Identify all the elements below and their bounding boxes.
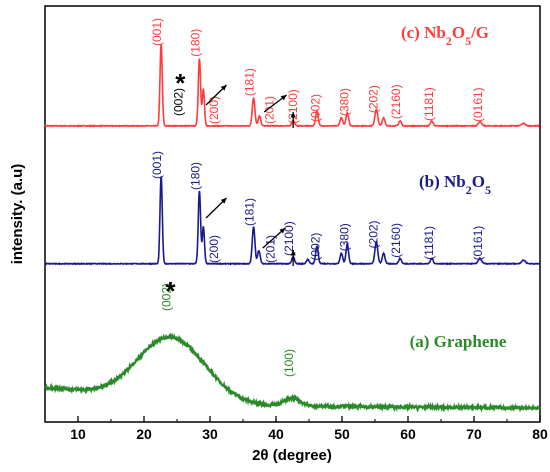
series-label-part: (b) Nb xyxy=(419,172,466,191)
peak-label: (001) xyxy=(150,151,164,179)
x-axis-label: 2θ (degree) xyxy=(252,447,332,464)
x-tick-layer: 10 20 30 40 50 60 70 80 xyxy=(44,416,548,442)
series-line-1 xyxy=(45,176,541,266)
peak-label: (002) xyxy=(159,283,173,311)
peak-label: (202) xyxy=(367,220,381,248)
peak-label: (001) xyxy=(150,18,164,46)
x-tick-label: 60 xyxy=(400,426,416,442)
peak-label: (2160) xyxy=(389,223,403,258)
series-label-part: 5 xyxy=(465,34,471,48)
peak-label: (0161) xyxy=(471,87,485,122)
series-label-part: 5 xyxy=(485,183,491,197)
series-label-part: 2 xyxy=(446,34,452,48)
series-label-part: 2 xyxy=(466,183,472,197)
peak-label: (200) xyxy=(207,96,221,124)
peak-label: (181) xyxy=(243,68,257,96)
x-tick-label: 50 xyxy=(334,426,350,442)
peak-label: (181) xyxy=(243,198,257,226)
series-label-part: (a) Graphene xyxy=(410,332,507,351)
y-axis-label: intensity. (a.u) xyxy=(9,164,26,265)
series-layer xyxy=(44,44,541,413)
series-line-0 xyxy=(44,44,540,128)
x-tick-label: 10 xyxy=(70,426,86,442)
arrow-200-b-head xyxy=(220,198,227,204)
x-tick-label: 80 xyxy=(532,426,548,442)
arrow-201-b-head xyxy=(279,228,286,234)
peak-label: (380) xyxy=(338,223,352,251)
peak-label: (1181) xyxy=(422,87,436,121)
peak-label: (2100) xyxy=(282,221,296,256)
peak-label: (002) xyxy=(171,88,185,116)
peak-label: (2160) xyxy=(389,84,403,119)
peak-label: (100) xyxy=(282,349,296,377)
peak-label: (002) xyxy=(309,94,323,122)
series-label-part: /G xyxy=(470,23,489,42)
series-label-part: O xyxy=(472,172,485,191)
x-tick-label: 20 xyxy=(136,426,152,442)
peak-label: (202) xyxy=(367,85,381,113)
peak-label: (201) xyxy=(264,235,278,263)
peak-label: (200) xyxy=(207,235,221,263)
arrow-2100-b-head xyxy=(290,250,296,256)
series-label-2: (a) Graphene xyxy=(410,332,507,351)
series-label-part: O xyxy=(452,23,465,42)
series-label-1: (b) Nb2O5 xyxy=(419,172,491,197)
series-line-2 xyxy=(44,332,541,413)
peak-label: (0161) xyxy=(471,226,485,261)
star-marker: * xyxy=(175,68,186,98)
peak-label-layer: (c) Nb2O5/G(001) (180)(002) (200)(181)(201… xyxy=(150,18,507,377)
series-label-part: (c) Nb xyxy=(401,23,446,42)
peak-label: (002) xyxy=(309,233,323,261)
arrow-200-c-head xyxy=(220,85,227,91)
peak-label: (201) xyxy=(262,96,276,124)
peak-label: (180) xyxy=(188,162,202,190)
series-label-0: (c) Nb2O5/G xyxy=(401,23,489,48)
peak-label: (1181) xyxy=(422,226,436,260)
x-tick-label: 40 xyxy=(268,426,284,442)
x-tick-label: 70 xyxy=(466,426,482,442)
peak-label: (180) xyxy=(188,29,202,57)
plot-frame xyxy=(44,5,541,423)
peak-label: (2100) xyxy=(286,89,300,124)
arrow-201-c-head xyxy=(280,95,287,101)
star-marker: * xyxy=(165,276,176,306)
peak-label: (380) xyxy=(338,88,352,116)
x-tick-label: 30 xyxy=(202,426,218,442)
arrow-2100-c-head xyxy=(290,112,296,118)
